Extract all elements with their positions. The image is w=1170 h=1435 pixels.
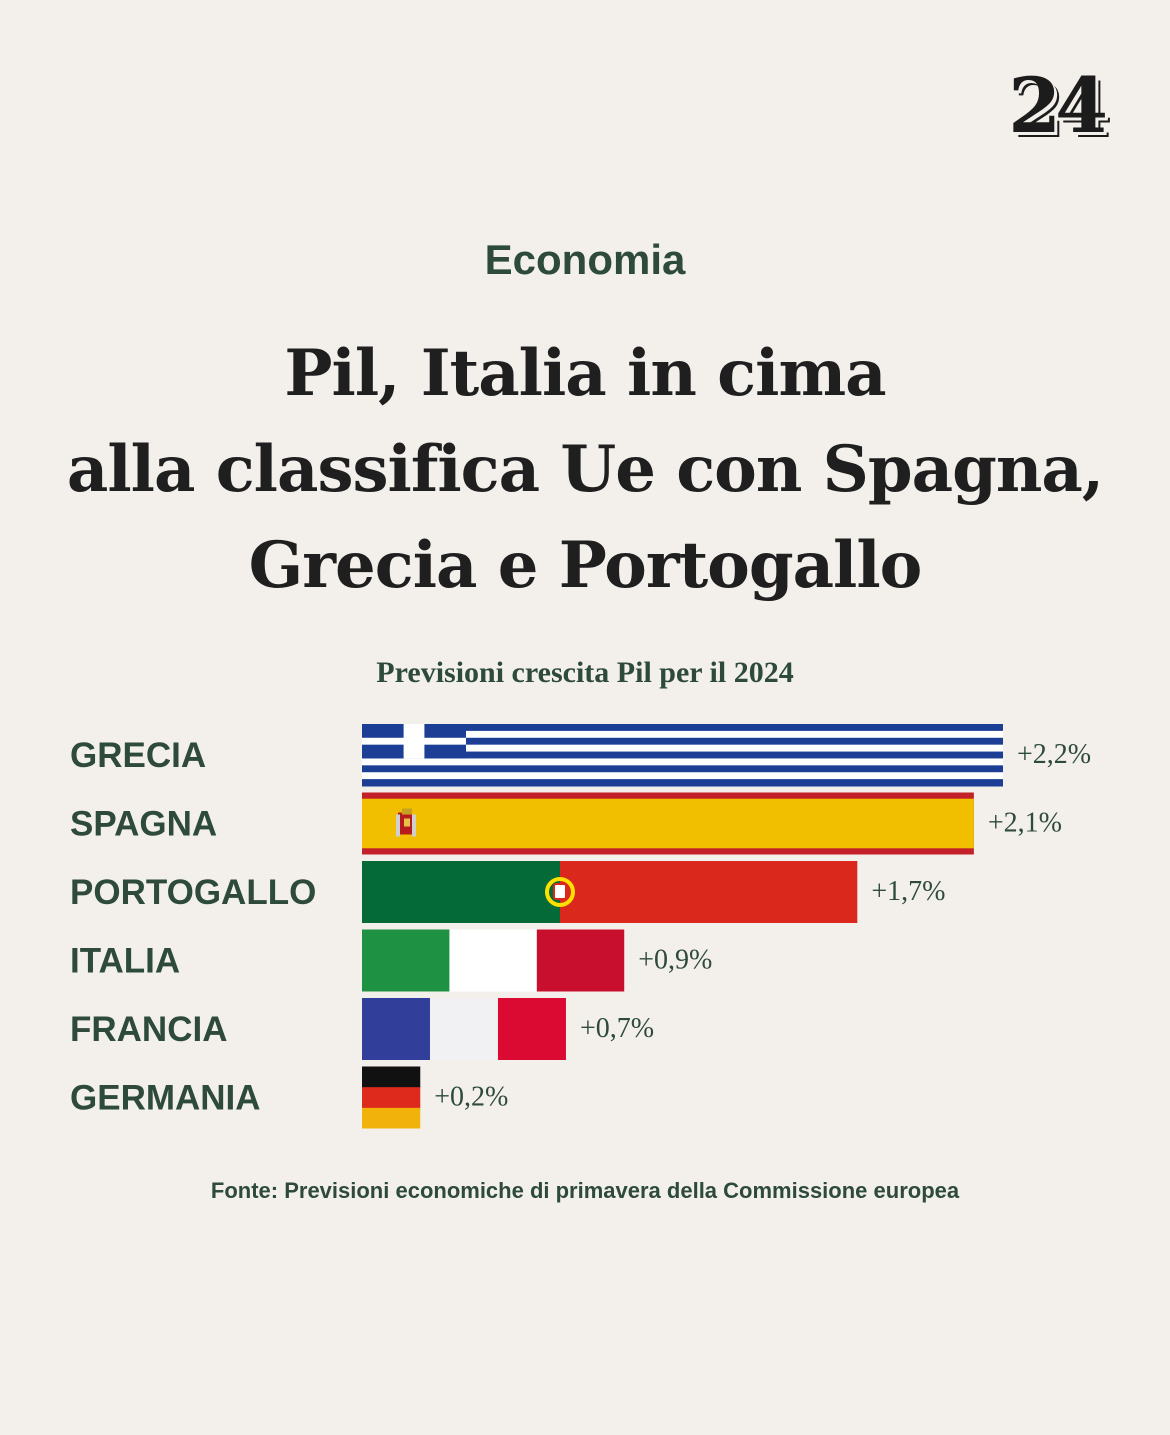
category-label-spagna: SPAGNA [70, 805, 217, 844]
value-label-spagna: +2,1% [988, 808, 1062, 839]
bar-portogallo [362, 861, 858, 923]
category-label-portogallo: PORTOGALLO [70, 873, 316, 912]
bar-francia [362, 998, 566, 1060]
bar-grecia [362, 724, 1003, 787]
value-label-portogallo: +1,7% [871, 876, 945, 907]
category-label-grecia: GRECIA [70, 736, 206, 775]
section-label: Economia [484, 236, 686, 283]
headline: Pil, Italia in cima alla classifica Ue c… [0, 326, 1170, 614]
category-label-italia: ITALIA [70, 942, 180, 981]
bar-spagna [362, 792, 974, 855]
bar-italia [362, 929, 625, 992]
bar-germania [362, 1066, 421, 1129]
category-label-germania: GERMANIA [70, 1079, 261, 1118]
chart-title: Previsioni crescita Pil per il 2024 [376, 656, 794, 689]
headline-line-2: alla classifica Ue con Spagna, [66, 432, 1104, 507]
value-label-germania: +0,2% [434, 1082, 508, 1113]
value-label-italia: +0,9% [638, 945, 712, 976]
headline-line-1: Pil, Italia in cima [284, 336, 886, 411]
source-note: Fonte: Previsioni economiche di primaver… [210, 1178, 960, 1203]
value-label-francia: +0,7% [580, 1013, 654, 1044]
category-label-francia: FRANCIA [70, 1010, 227, 1049]
brand-logo: 24 [1008, 61, 1108, 150]
headline-line-3: Grecia e Portogallo [248, 528, 923, 603]
value-label-grecia: +2,2% [1017, 739, 1091, 770]
